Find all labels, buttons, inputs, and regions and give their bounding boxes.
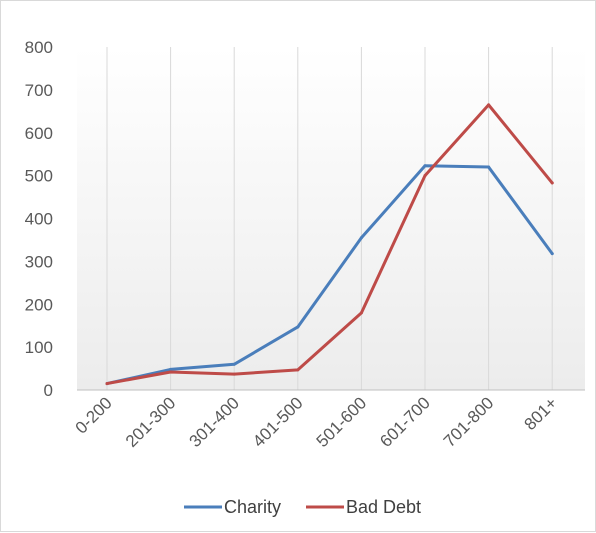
y-tick-label: 200 bbox=[25, 295, 53, 314]
y-tick-label: 400 bbox=[25, 210, 53, 229]
x-tick-label: 0-200 bbox=[72, 393, 116, 437]
data-point bbox=[169, 370, 173, 374]
data-point bbox=[423, 174, 427, 178]
series-line-charity bbox=[105, 164, 554, 386]
x-tick-label: 501-600 bbox=[313, 393, 371, 451]
data-point bbox=[359, 311, 363, 315]
data-point bbox=[487, 103, 491, 107]
y-tick-label: 100 bbox=[25, 338, 53, 357]
data-point bbox=[296, 368, 300, 372]
data-point bbox=[359, 236, 363, 240]
data-point bbox=[232, 362, 236, 366]
y-tick-label: 800 bbox=[25, 38, 53, 57]
x-tick-label: 401-500 bbox=[249, 393, 307, 451]
data-point bbox=[105, 382, 109, 386]
data-point bbox=[487, 165, 491, 169]
y-tick-label: 600 bbox=[25, 124, 53, 143]
data-point bbox=[423, 164, 427, 168]
series-line-bad-debt bbox=[105, 103, 554, 386]
data-point bbox=[169, 367, 173, 371]
plot-area bbox=[77, 47, 585, 390]
legend-label: Charity bbox=[224, 497, 281, 517]
x-tick-label: 801+ bbox=[521, 393, 562, 434]
x-tick-label: 601-700 bbox=[376, 393, 434, 451]
data-point bbox=[550, 181, 554, 185]
x-tick-label: 301-400 bbox=[185, 393, 243, 451]
y-tick-label: 700 bbox=[25, 81, 53, 100]
y-tick-label: 300 bbox=[25, 252, 53, 271]
data-point bbox=[296, 325, 300, 329]
data-point bbox=[232, 372, 236, 376]
x-tick-label: 701-800 bbox=[440, 393, 498, 451]
y-tick-label: 0 bbox=[44, 381, 53, 400]
legend-label: Bad Debt bbox=[346, 497, 421, 517]
data-point bbox=[550, 252, 554, 256]
y-tick-label: 500 bbox=[25, 167, 53, 186]
x-tick-label: 201-300 bbox=[122, 393, 180, 451]
